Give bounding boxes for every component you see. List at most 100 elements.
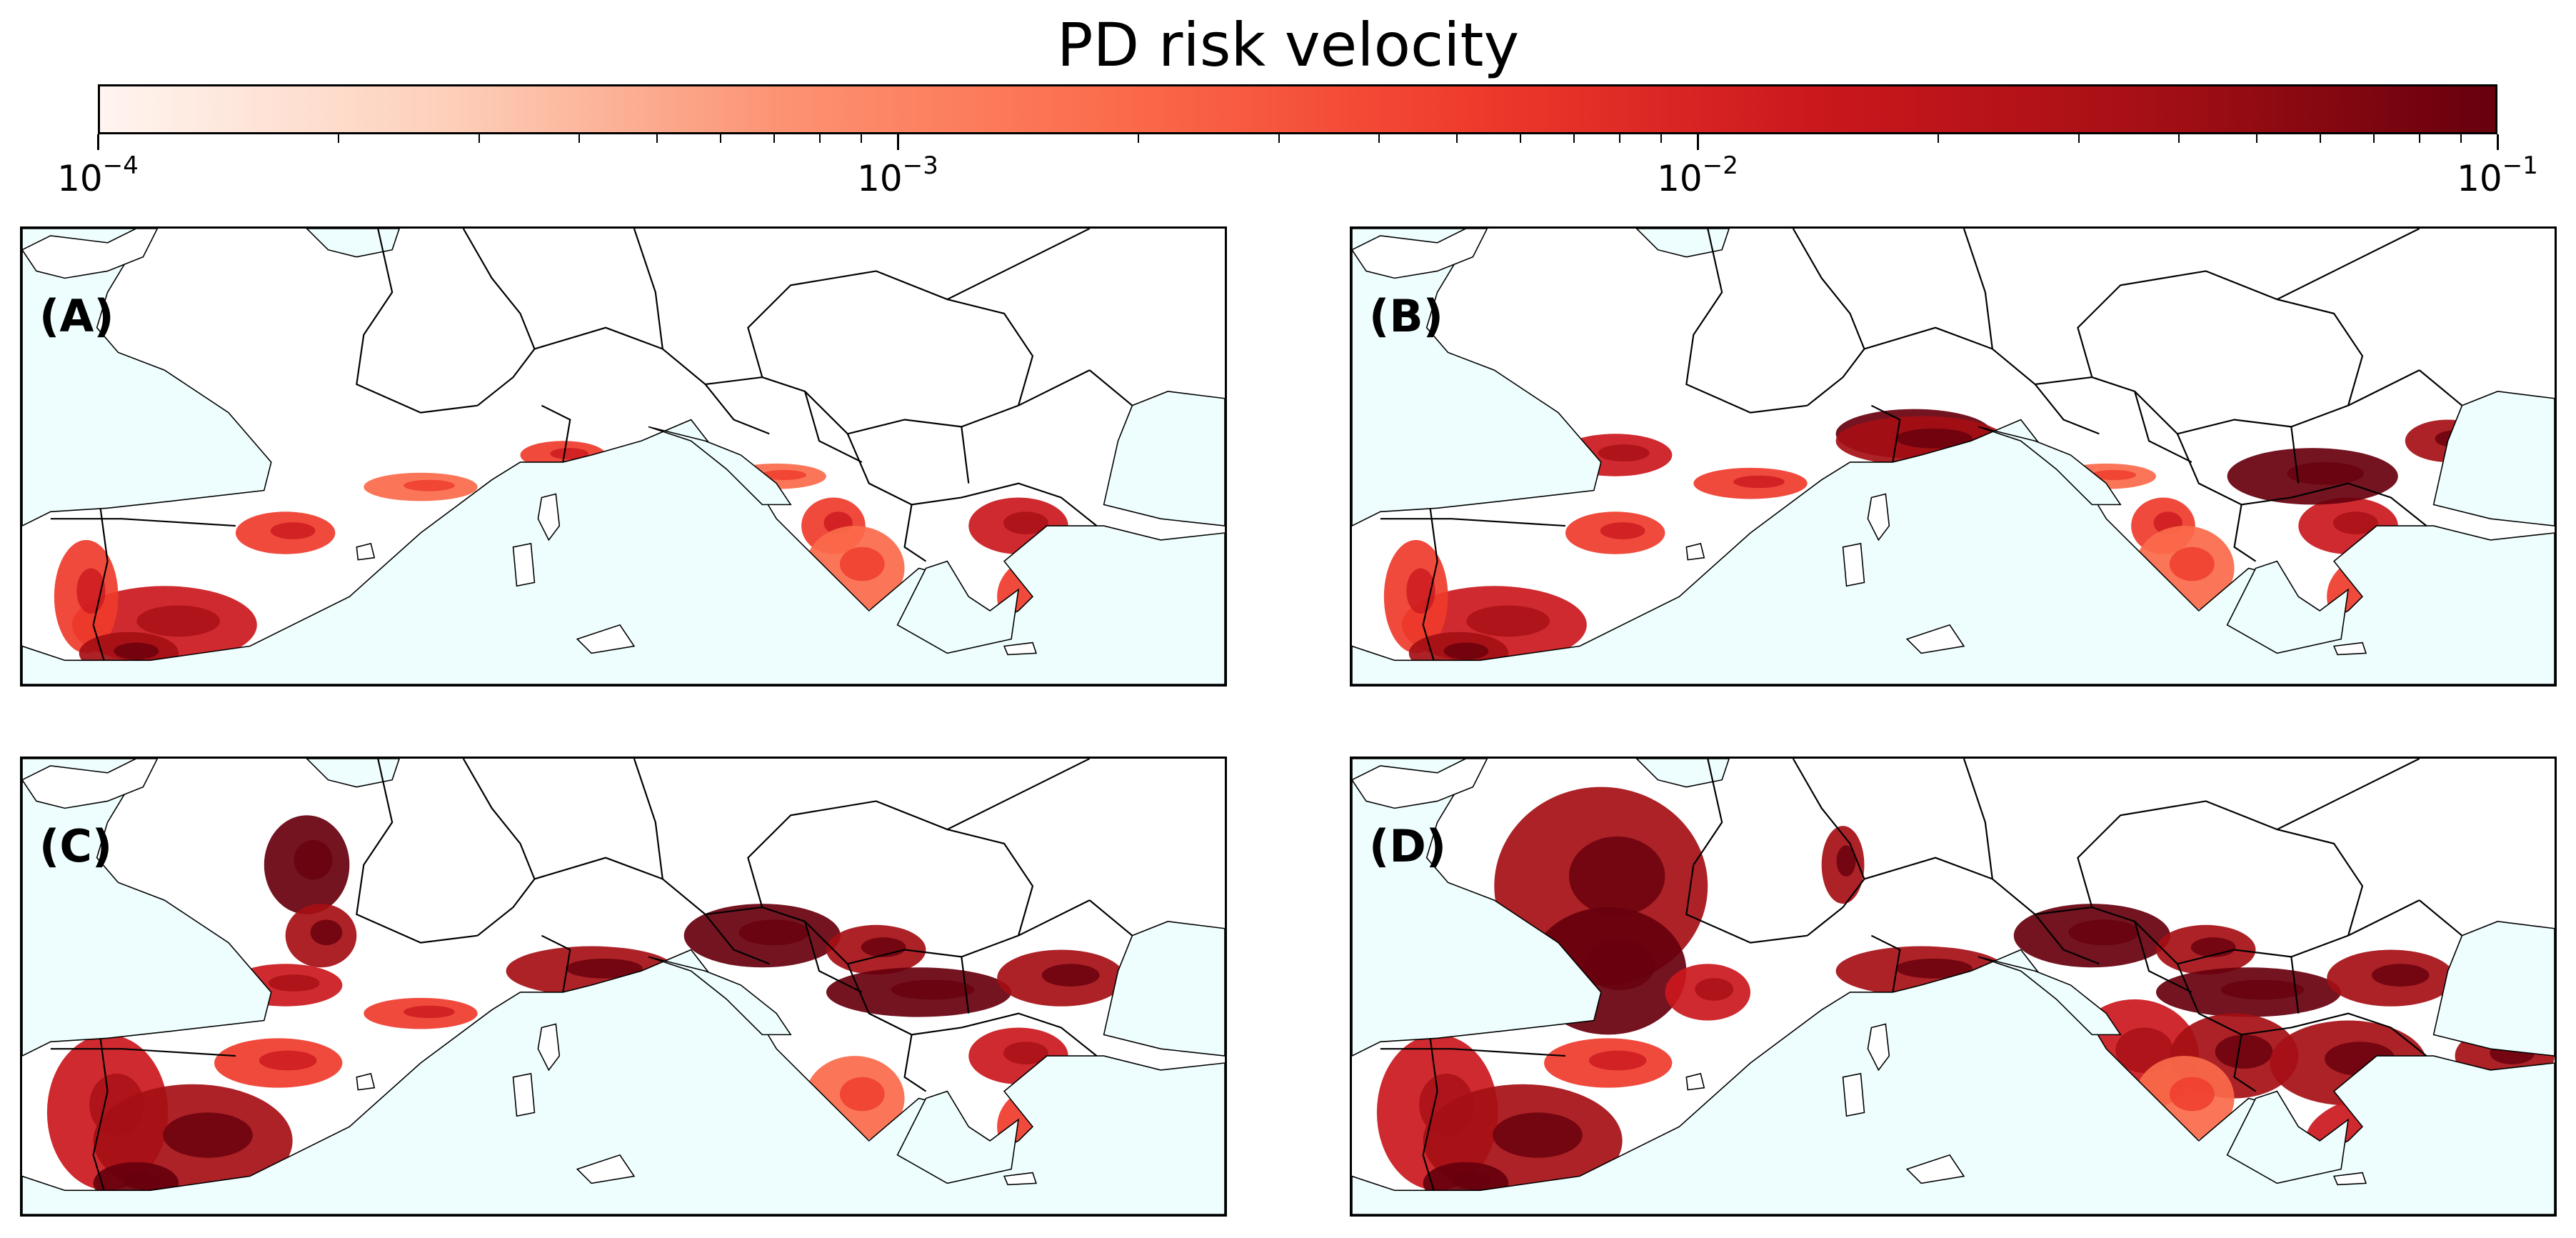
colorbar-minor-tick	[2419, 134, 2421, 143]
island	[512, 1072, 536, 1117]
risk-zone-core-iberia	[1453, 1172, 1492, 1190]
country-border	[1792, 759, 1865, 937]
country-border	[2134, 921, 2192, 993]
country-border	[356, 229, 478, 414]
country-border	[50, 1048, 236, 1057]
sea-aegean	[896, 560, 1020, 654]
map-panel-c: (C)	[20, 757, 1227, 1217]
island	[2332, 1172, 2367, 1186]
panel-label-a: (A)	[39, 290, 114, 342]
country-border	[2233, 504, 2257, 562]
island	[1867, 493, 1890, 541]
country-borders	[50, 229, 1133, 661]
risk-zone-core-southern-france-coast	[404, 479, 455, 491]
island	[537, 1023, 561, 1072]
risk-zone-core-iberia	[1588, 1050, 1647, 1071]
map-svg	[22, 759, 1225, 1214]
risk-zone-core-france	[1568, 836, 1665, 916]
country-border	[2176, 963, 2427, 1057]
risk-zone-core-rhine-valley	[1836, 845, 1856, 877]
colorbar-minor-tick	[1378, 134, 1380, 143]
colorbar-minor-tick	[2078, 134, 2080, 143]
colorbar-minor-tick	[1138, 134, 1140, 143]
sea-areas	[22, 759, 1225, 1214]
colorbar-major-tick	[97, 134, 99, 150]
risk-zone-core-turkey-west	[1003, 511, 1048, 534]
island	[512, 542, 536, 587]
sea-north	[1635, 759, 1730, 788]
colorbar-major-tick	[1697, 134, 1699, 150]
country-border	[761, 369, 1091, 435]
island	[1003, 642, 1038, 656]
risk-zone-core-danube-plain	[2371, 964, 2430, 987]
risk-zone-core-danube-plain	[2220, 979, 2305, 1000]
country-border	[1963, 759, 1993, 879]
risk-zone-core-turkey-west	[1003, 1042, 1048, 1064]
country-border	[2290, 957, 2300, 1014]
island	[356, 542, 376, 561]
colorbar-minor-tick	[860, 134, 862, 143]
risk-zone-core-balkans	[2215, 1034, 2273, 1069]
island	[1905, 624, 1965, 654]
country-border	[804, 391, 863, 463]
island	[1905, 1154, 1965, 1184]
sea-adriatic	[1978, 956, 2122, 1036]
sea-north	[306, 759, 400, 788]
panel-label-c: (C)	[39, 820, 113, 872]
country-border	[2277, 829, 2364, 936]
island	[1867, 1023, 1890, 1072]
panel-label-b: (B)	[1369, 290, 1443, 342]
country-border	[1380, 1048, 1566, 1057]
colorbar-minor-tick	[2372, 134, 2375, 143]
country-border	[2418, 899, 2463, 937]
country-border	[2418, 369, 2463, 406]
colorbar-minor-tick	[2319, 134, 2321, 143]
sea-atlantic	[1352, 229, 1602, 526]
sea-aegean	[896, 1090, 1020, 1184]
country-borders	[1380, 229, 2463, 661]
country-border	[2233, 1034, 2257, 1092]
risk-zone-core-iberia	[259, 1050, 317, 1071]
country-borders	[1380, 759, 2463, 1191]
island	[576, 1154, 636, 1184]
country-border	[462, 759, 536, 937]
risk-zone-core-greece	[839, 546, 885, 581]
sea-areas	[1352, 229, 2555, 684]
sea-areas	[22, 229, 1225, 684]
country-border	[1422, 1038, 1438, 1191]
country-border	[1422, 508, 1438, 661]
british-isles	[1352, 759, 1488, 809]
island	[1685, 542, 1705, 561]
country-border	[92, 1038, 109, 1191]
map-svg	[1352, 229, 2555, 684]
country-border	[903, 1034, 927, 1092]
sea-blacksea	[2432, 921, 2555, 1057]
colorbar-minor-tick	[1660, 134, 1662, 143]
colorbar-tick-label: 10−2	[1657, 151, 1738, 199]
risk-zone-core-pannonian-basin	[738, 919, 810, 946]
colorbar-minor-tick	[2460, 134, 2462, 143]
risk-zone-core-italy	[1895, 958, 1973, 979]
country-border	[1870, 404, 1901, 463]
colorbar-minor-tick	[338, 134, 340, 143]
map-panel-b: (B)	[1350, 226, 2557, 687]
risk-zone-core-iberia	[123, 1172, 162, 1190]
colorbar-tick-label: 10−4	[57, 151, 139, 199]
colorbar-major-tick	[897, 134, 899, 150]
risk-zone-core-iberia-east	[1600, 522, 1645, 539]
risk-zone-core-greece	[2169, 1077, 2215, 1112]
country-border	[947, 829, 1034, 936]
risk-zone-core-france	[1584, 939, 1655, 990]
country-border	[2290, 426, 2300, 484]
country-border	[947, 299, 1034, 406]
country-border	[961, 426, 970, 484]
country-border	[92, 508, 109, 661]
colorbar-minor-tick	[719, 134, 721, 143]
colorbar-minor-tick	[1619, 134, 1621, 143]
colorbar-title: PD risk velocity	[1056, 10, 1520, 80]
sea-adriatic	[648, 426, 792, 506]
country-border	[1792, 229, 1865, 406]
colorbar-minor-tick	[478, 134, 481, 143]
risk-zone-core-iberia-south	[1443, 642, 1489, 660]
colorbar-minor-tick	[1519, 134, 1521, 143]
